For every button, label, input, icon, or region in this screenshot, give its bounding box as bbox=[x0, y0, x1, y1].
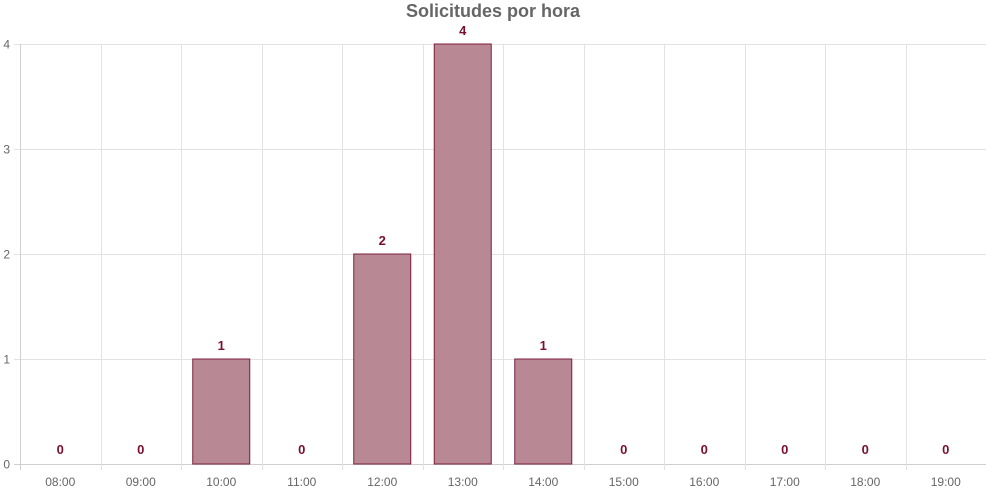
y-tick-label: 1 bbox=[3, 353, 10, 367]
x-tick-label: 16:00 bbox=[689, 475, 719, 489]
bar bbox=[433, 43, 492, 465]
data-label: 2 bbox=[379, 233, 386, 248]
data-label: 0 bbox=[298, 442, 305, 457]
x-tick-label: 08:00 bbox=[45, 475, 75, 489]
x-tick-label: 12:00 bbox=[367, 475, 397, 489]
data-label: 1 bbox=[540, 338, 547, 353]
y-tick-label: 0 bbox=[3, 458, 10, 472]
chart-title: Solicitudes por hora bbox=[405, 1, 581, 21]
data-label: 0 bbox=[701, 442, 708, 457]
bar bbox=[353, 253, 412, 465]
x-tick-label: 09:00 bbox=[126, 475, 156, 489]
y-tick-label: 2 bbox=[3, 248, 10, 262]
data-label: 0 bbox=[137, 442, 144, 457]
bar bbox=[514, 358, 573, 465]
data-label: 0 bbox=[942, 442, 949, 457]
data-label: 0 bbox=[620, 442, 627, 457]
y-tick-label: 4 bbox=[3, 38, 10, 52]
x-tick-label: 11:00 bbox=[287, 475, 316, 489]
x-tick-label: 14:00 bbox=[528, 475, 558, 489]
x-tick-label: 18:00 bbox=[850, 475, 880, 489]
x-tick-label: 15:00 bbox=[609, 475, 639, 489]
data-label: 1 bbox=[218, 338, 225, 353]
data-label: 0 bbox=[862, 442, 869, 457]
data-label: 4 bbox=[459, 23, 467, 38]
x-tick-label: 17:00 bbox=[770, 475, 800, 489]
x-tick-label: 13:00 bbox=[448, 475, 478, 489]
y-tick-label: 3 bbox=[3, 143, 10, 157]
x-tick-label: 19:00 bbox=[931, 475, 961, 489]
data-label: 0 bbox=[781, 442, 788, 457]
x-tick-label: 10:00 bbox=[206, 475, 236, 489]
data-label: 0 bbox=[57, 442, 64, 457]
bar bbox=[192, 358, 251, 465]
